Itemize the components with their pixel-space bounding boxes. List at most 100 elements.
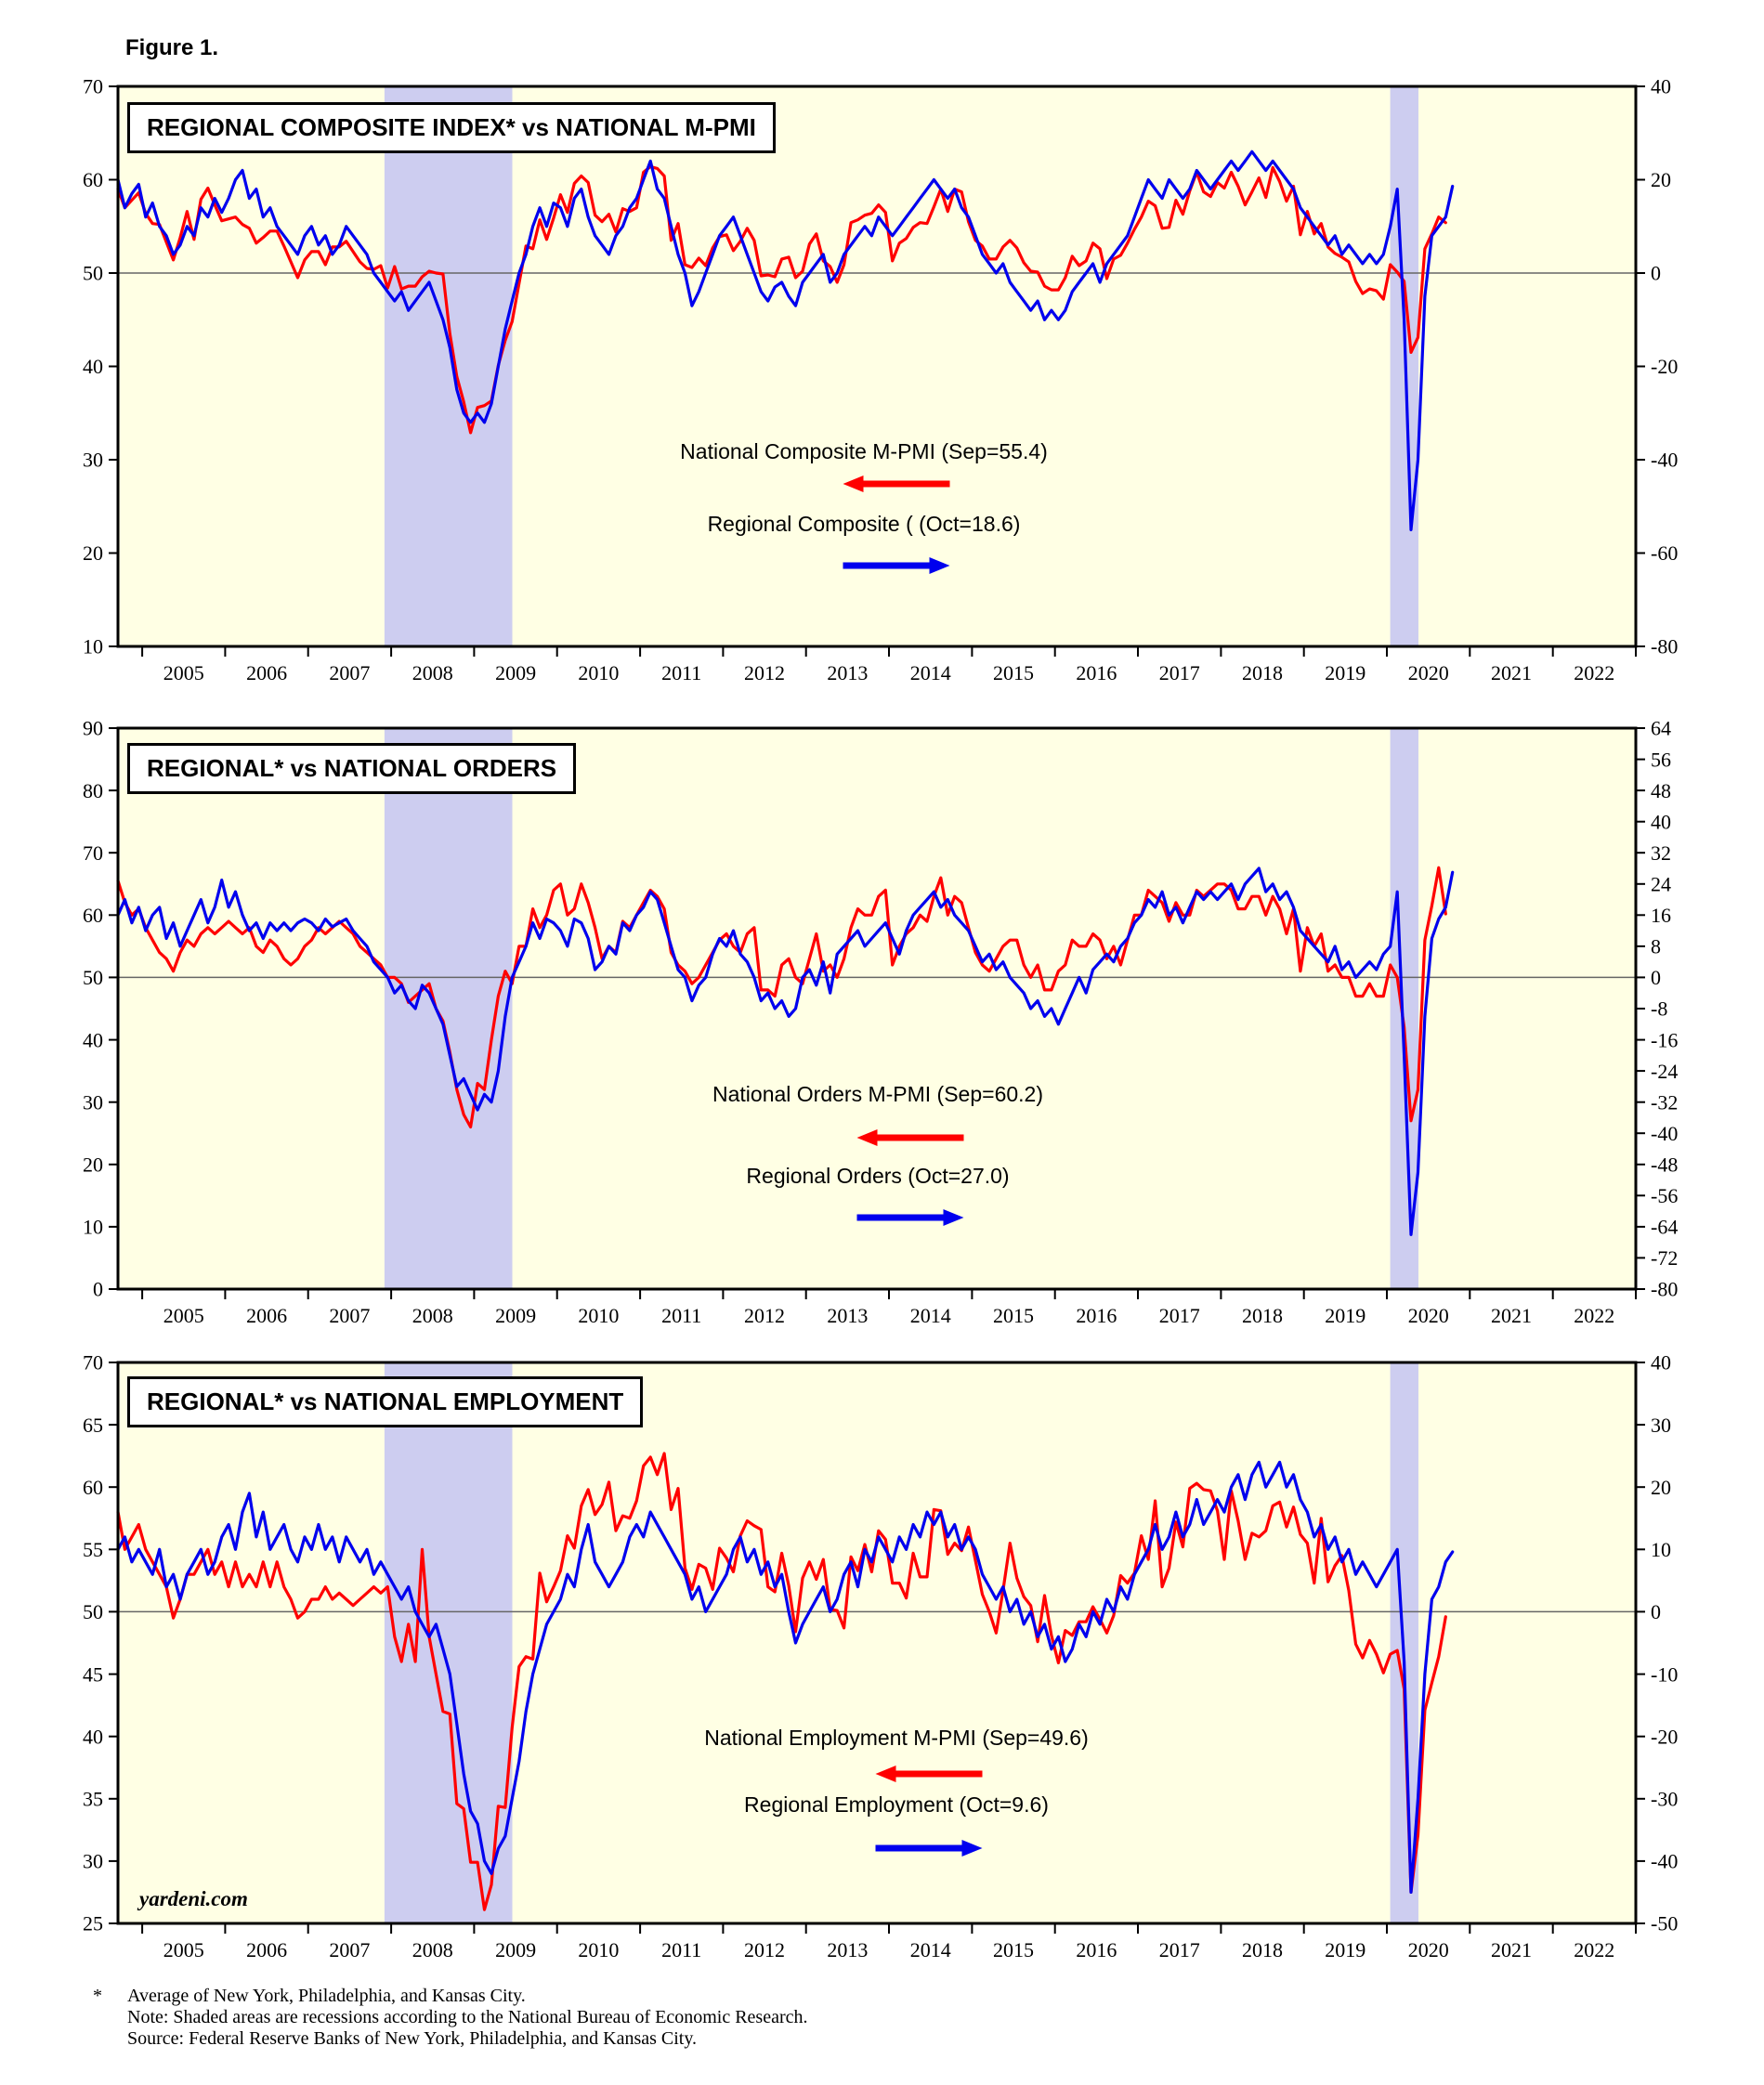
x-tick-label: 2015 <box>993 1938 1034 1961</box>
x-tick-label: 2013 <box>827 1938 868 1961</box>
footnote-average: Average of New York, Philadelphia, and K… <box>127 1986 526 2006</box>
left-tick-label: 50 <box>83 966 103 989</box>
x-tick-label: 2013 <box>827 1304 868 1327</box>
left-tick-label: 50 <box>83 262 103 285</box>
right-tick-label: 8 <box>1651 935 1661 958</box>
right-tick-label: 20 <box>1651 168 1671 191</box>
x-tick-label: 2011 <box>661 1938 701 1961</box>
national-arrow-left-icon <box>875 1766 983 1782</box>
right-tick-label: -64 <box>1651 1216 1678 1239</box>
regional-arrow-right-icon <box>875 1840 983 1857</box>
right-tick-label: -24 <box>1651 1060 1678 1083</box>
x-tick-label: 2018 <box>1242 661 1283 684</box>
left-tick-label: 10 <box>83 635 103 658</box>
x-tick-label: 2012 <box>744 661 785 684</box>
right-tick-label: -20 <box>1651 355 1678 378</box>
x-tick-label: 2016 <box>1076 1304 1117 1327</box>
x-tick-label: 2020 <box>1408 1938 1449 1961</box>
series-regional-orders <box>116 867 1455 1236</box>
right-tick-label: -30 <box>1651 1788 1678 1811</box>
plot-border <box>116 85 1638 648</box>
right-tick-label: 40 <box>1651 1351 1671 1375</box>
x-tick-label: 2014 <box>910 661 951 684</box>
x-tick-label: 2021 <box>1491 1304 1532 1327</box>
footnote-source: Source: Federal Reserve Banks of New Yor… <box>127 2028 698 2049</box>
x-tick-label: 2006 <box>246 1938 287 1961</box>
right-tick-label: -10 <box>1651 1662 1678 1686</box>
right-tick-label: -60 <box>1651 541 1678 565</box>
employment-regional-label: Regional Employment (Oct=9.6) <box>744 1792 1049 1817</box>
right-tick-label: -32 <box>1651 1090 1678 1114</box>
left-tick-label: 25 <box>83 1912 103 1935</box>
x-tick-label: 2017 <box>1159 661 1200 684</box>
series-regional-composite <box>116 150 1455 531</box>
x-tick-label: 2016 <box>1076 661 1117 684</box>
right-tick-label: -56 <box>1651 1184 1678 1207</box>
left-tick-label: 60 <box>83 168 103 191</box>
x-tick-label: 2007 <box>329 661 370 684</box>
right-tick-label: 30 <box>1651 1414 1671 1437</box>
right-tick-label: 20 <box>1651 1476 1671 1499</box>
left-tick-label: 40 <box>83 1725 103 1748</box>
chart-title-employment: REGIONAL* vs NATIONAL EMPLOYMENT <box>127 1376 644 1427</box>
x-tick-label: 2005 <box>163 661 204 684</box>
left-tick-label: 65 <box>83 1414 103 1437</box>
x-tick-label: 2012 <box>744 1938 785 1961</box>
orders-national-label: National Orders M-PMI (Sep=60.2) <box>712 1082 1043 1106</box>
right-tick-label: 32 <box>1651 841 1671 865</box>
right-tick-label: 10 <box>1651 1538 1671 1561</box>
orders-regional-label: Regional Orders (Oct=27.0) <box>746 1164 1010 1188</box>
left-tick-label: 55 <box>83 1538 103 1561</box>
left-tick-label: 80 <box>83 779 103 802</box>
right-tick-label: 0 <box>1651 262 1661 285</box>
right-tick-label: -16 <box>1651 1028 1678 1051</box>
footnote-note: Note: Shaded areas are recessions accord… <box>127 2007 808 2027</box>
right-tick-label: -80 <box>1651 635 1678 658</box>
x-tick-label: 2005 <box>163 1938 204 1961</box>
right-tick-label: 64 <box>1651 717 1671 740</box>
right-tick-label: 0 <box>1651 966 1661 989</box>
left-tick-label: 70 <box>83 841 103 865</box>
x-tick-label: 2019 <box>1325 1938 1365 1961</box>
x-tick-label: 2019 <box>1325 1304 1365 1327</box>
x-tick-label: 2009 <box>495 1938 536 1961</box>
x-tick-label: 2008 <box>412 661 453 684</box>
recession-band <box>1390 728 1418 1289</box>
left-tick-label: 45 <box>83 1662 103 1686</box>
right-tick-label: 56 <box>1651 748 1671 771</box>
x-tick-label: 2014 <box>910 1938 951 1961</box>
recession-band <box>384 728 513 1289</box>
x-tick-label: 2021 <box>1491 1938 1532 1961</box>
regional-arrow-right-icon <box>856 1209 964 1226</box>
right-tick-label: -40 <box>1651 1850 1678 1873</box>
right-tick-label: -72 <box>1651 1246 1678 1270</box>
right-tick-label: -50 <box>1651 1912 1678 1935</box>
x-tick-label: 2012 <box>744 1304 785 1327</box>
x-tick-label: 2018 <box>1242 1938 1283 1961</box>
x-tick-label: 2005 <box>163 1304 204 1327</box>
plot-area <box>118 728 1636 1289</box>
left-tick-label: 50 <box>83 1600 103 1623</box>
x-tick-label: 2014 <box>910 1304 951 1327</box>
right-tick-label: 24 <box>1651 873 1671 896</box>
x-tick-label: 2010 <box>578 1304 619 1327</box>
x-tick-label: 2020 <box>1408 1304 1449 1327</box>
right-tick-label: 0 <box>1651 1600 1661 1623</box>
right-tick-label: -48 <box>1651 1153 1678 1177</box>
left-tick-label: 60 <box>83 904 103 927</box>
left-tick-label: 35 <box>83 1788 103 1811</box>
left-tick-label: 60 <box>83 1476 103 1499</box>
x-tick-label: 2006 <box>246 1304 287 1327</box>
orders-chart: 90807060504030201006456484032241680-8-16… <box>83 717 1678 1327</box>
left-tick-label: 30 <box>83 1850 103 1873</box>
footnote-asterisk: * <box>93 1986 102 2006</box>
right-tick-label: 16 <box>1651 904 1671 927</box>
x-tick-label: 2009 <box>495 661 536 684</box>
x-tick-label: 2010 <box>578 1938 619 1961</box>
left-tick-label: 20 <box>83 541 103 565</box>
plot-border <box>116 726 1638 1291</box>
left-tick-label: 90 <box>83 717 103 740</box>
x-tick-label: 2009 <box>495 1304 536 1327</box>
